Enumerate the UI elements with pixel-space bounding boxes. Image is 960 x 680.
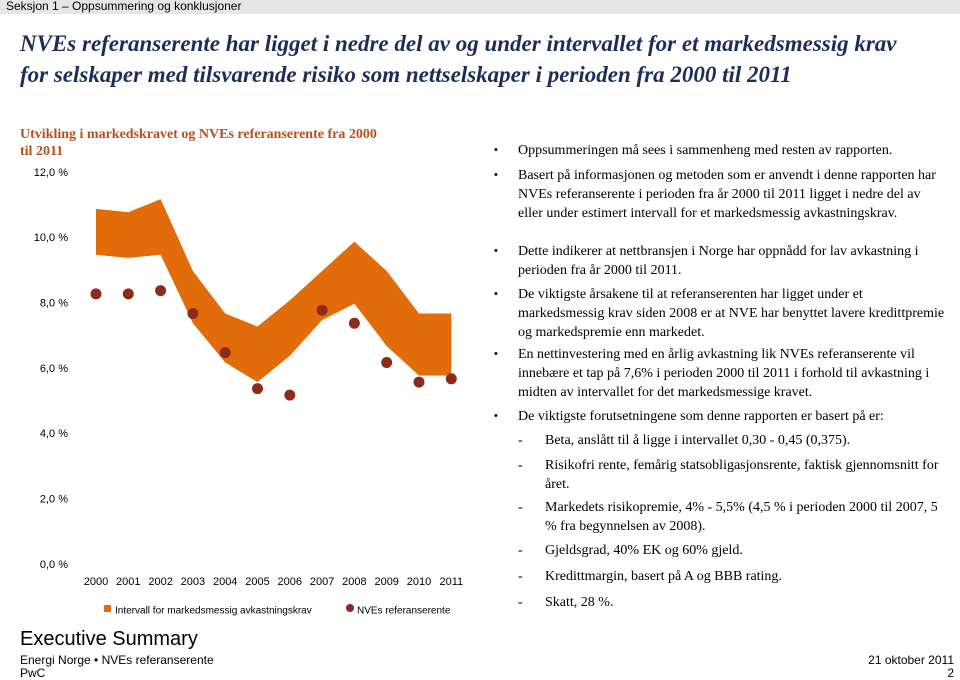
- x-tick-label: 2008: [342, 576, 366, 588]
- dash-marker: -: [518, 433, 523, 448]
- x-tick-label: 2010: [407, 576, 431, 588]
- bullet-text: Basert på informasjonen og metoden som e…: [518, 168, 936, 221]
- sub-bullet-text: Kredittmargin, basert på A og BBB rating…: [545, 569, 782, 584]
- legend-label: Intervall for markedsmessig avkastningsk…: [115, 606, 312, 617]
- x-tick-label: 2004: [213, 576, 237, 588]
- y-tick-label: 0,0 %: [40, 559, 68, 571]
- top-bar: [0, 0, 960, 14]
- data-point: [284, 389, 296, 401]
- chart: 0,0 % 2,0 % 4,0 % 6,0 % 8,0 % 10,0 % 12,0 % 200…: [34, 167, 463, 617]
- bullet-text: De viktigste forutsetningene som denne r…: [518, 409, 884, 424]
- x-tick-label: 2009: [374, 576, 398, 588]
- bullet-marker: •: [494, 288, 498, 300]
- sub-bullet-text: Skatt, 28 %.: [545, 595, 614, 610]
- chart-title: Utvikling i markedskravet og NVEs refera…: [20, 127, 377, 159]
- section-label: Seksjon 1 – Oppsummering og konklusjoner: [6, 0, 242, 13]
- x-tick-label: 2002: [148, 576, 172, 588]
- bullet-text: En nettinvestering med en årlig avkastni…: [518, 347, 930, 400]
- x-tick-label: 2007: [310, 576, 334, 588]
- data-point: [122, 288, 134, 300]
- bullet-text: Oppsummeringen må sees i sammenheng med …: [518, 143, 893, 158]
- sub-bullet-text: Beta, anslått til å ligge i intervallet …: [545, 433, 851, 448]
- footer-text: PwC: [20, 666, 46, 680]
- y-tick-label: 12,0 %: [34, 167, 68, 179]
- bullet-marker: •: [494, 169, 498, 181]
- data-point: [413, 376, 425, 388]
- x-tick-label: 2003: [181, 576, 205, 588]
- footer-text: Energi Norge • NVEs referanserente: [20, 653, 214, 667]
- dash-marker: -: [518, 569, 523, 584]
- data-point: [445, 373, 457, 385]
- data-point: [381, 356, 393, 368]
- x-tick-label: 2011: [439, 576, 463, 588]
- legend-label: NVEs referanserente: [357, 606, 451, 617]
- y-tick-label: 2,0 %: [40, 494, 68, 506]
- data-point: [187, 307, 199, 319]
- data-point: [155, 285, 167, 297]
- bullet-marker: •: [494, 348, 498, 360]
- dash-marker: -: [518, 458, 523, 473]
- data-point: [316, 304, 328, 316]
- bullet-text: Dette indikerer at nettbransjen i Norge …: [518, 244, 919, 278]
- range-area: [96, 199, 452, 383]
- slide-title: NVEs referanserente har ligget i nedre d…: [20, 31, 897, 87]
- bullet-marker: •: [494, 245, 498, 257]
- y-tick-label: 4,0 %: [40, 428, 68, 440]
- x-tick-label: 2001: [116, 576, 140, 588]
- data-point: [252, 383, 263, 395]
- legend-swatch: [104, 605, 111, 612]
- data-point: [348, 317, 360, 329]
- x-tick-label: 2000: [84, 576, 108, 588]
- legend-swatch: [346, 604, 354, 612]
- data-point: [219, 347, 231, 359]
- page-number: 2: [947, 666, 954, 680]
- footer-date: 21 oktober 2011: [868, 653, 954, 667]
- sub-bullet-text: Risikofri rente, femårig statsobligasjon…: [545, 458, 939, 492]
- x-tick-label: 2005: [245, 576, 269, 588]
- data-point: [90, 288, 102, 300]
- bullet-marker: •: [494, 144, 498, 156]
- y-tick-label: 6,0 %: [40, 363, 68, 375]
- dash-marker: -: [518, 543, 523, 558]
- dash-marker: -: [518, 595, 523, 610]
- y-tick-label: 10,0 %: [34, 232, 68, 244]
- bullet-marker: •: [494, 410, 498, 422]
- sub-bullet-text: Markedets risikopremie, 4% - 5,5% (4,5 %…: [545, 500, 938, 534]
- footer-heading: Executive Summary: [20, 628, 198, 650]
- dash-marker: -: [518, 500, 523, 515]
- x-tick-label: 2006: [278, 576, 302, 588]
- bullet-text: De viktigste årsakene til at referansere…: [518, 287, 945, 340]
- sub-bullet-text: Gjeldsgrad, 40% EK og 60% gjeld.: [545, 543, 743, 558]
- y-tick-label: 8,0 %: [40, 298, 68, 310]
